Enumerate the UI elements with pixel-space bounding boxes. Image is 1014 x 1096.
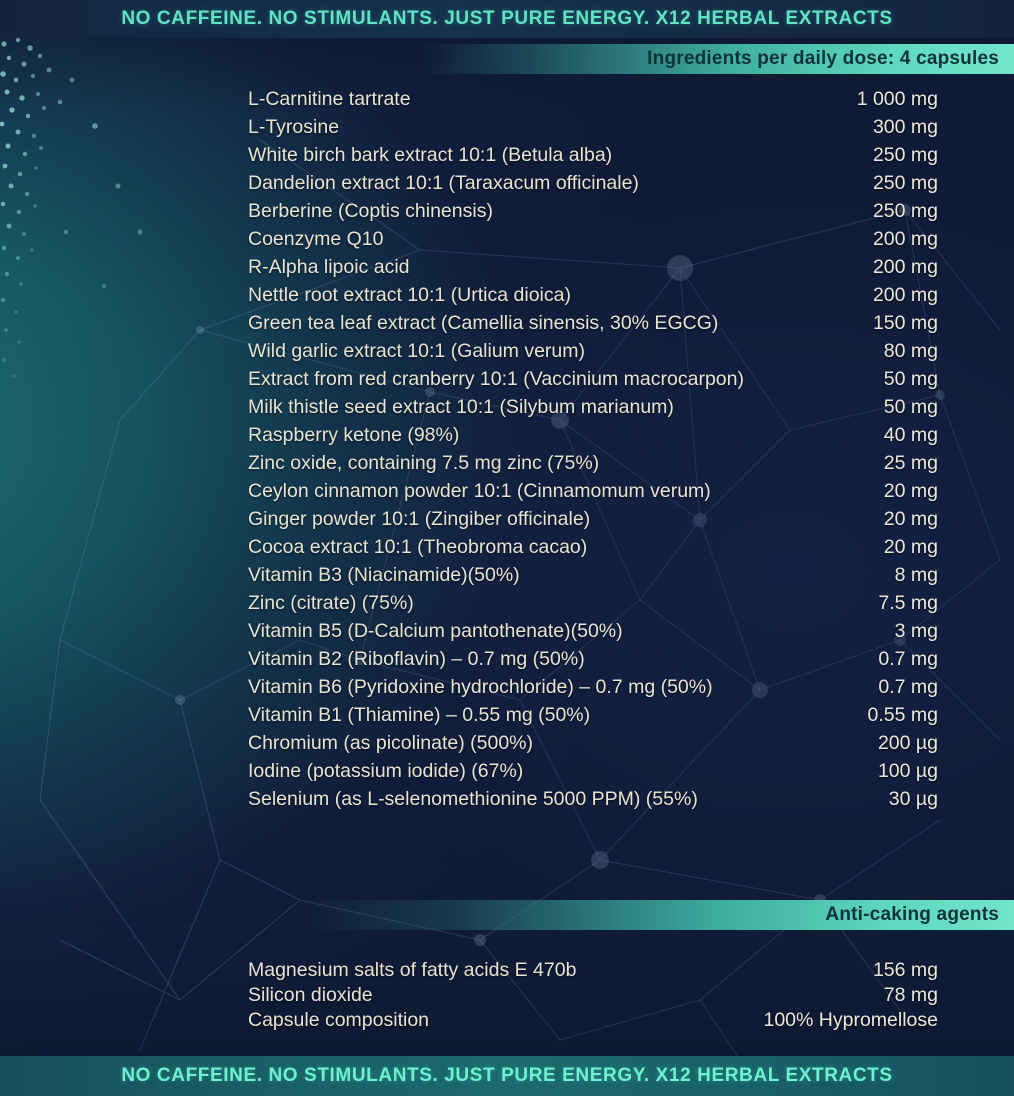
ingredient-amount: 300 mg [872,116,938,138]
ingredient-amount: 0.7 mg [878,648,938,670]
ingredient-row: Dandelion extract 10:1 (Taraxacum offici… [248,169,938,197]
ingredient-name: Capsule composition [248,1009,430,1031]
ingredient-amount: 20 mg [883,536,938,558]
ingredients-header-text: Ingredients per daily dose: 4 capsules [647,48,999,69]
ingredient-amount: 50 mg [883,396,938,418]
ingredient-name: Silicon dioxide [248,984,373,1006]
ingredient-name: L-Tyrosine [248,116,340,138]
ingredient-amount: 1 000 mg [856,88,938,110]
ingredients-header-bar: Ingredients per daily dose: 4 capsules [420,44,1014,74]
ingredient-amount: 80 mg [883,340,938,362]
top-claim-banner: NO CAFFEINE. NO STIMULANTS. JUST PURE EN… [0,0,1014,38]
ingredient-name: Ceylon cinnamon powder 10:1 (Cinnamomum … [248,480,711,502]
ingredient-row: Zinc (citrate) (75%) 7.5 mg [248,589,938,617]
ingredient-row: Iodine (potassium iodide) (67%) 100 µg [248,757,938,785]
ingredient-name: Selenium (as L-selenomethionine 5000 PPM… [248,788,698,810]
ingredient-name: Dandelion extract 10:1 (Taraxacum offici… [248,172,639,194]
bottom-claim-text: NO CAFFEINE. NO STIMULANTS. JUST PURE EN… [121,1065,893,1086]
ingredient-row: Ginger powder 10:1 (Zingiber officinale)… [248,505,938,533]
ingredient-row: Extract from red cranberry 10:1 (Vaccini… [248,365,938,393]
ingredient-row: Nettle root extract 10:1 (Urtica dioica)… [248,281,938,309]
bottom-claim-banner: NO CAFFEINE. NO STIMULANTS. JUST PURE EN… [0,1056,1014,1096]
ingredient-name: Cocoa extract 10:1 (Theobroma cacao) [248,536,588,558]
ingredient-amount: 250 mg [872,172,938,194]
ingredient-row: Capsule composition 100% Hypromellose [248,1008,938,1033]
anticaking-list: Magnesium salts of fatty acids E 470b 15… [248,958,938,1033]
ingredient-amount: 100 µg [877,760,938,782]
ingredient-name: Chromium (as picolinate) (500%) [248,732,534,754]
ingredient-amount: 25 mg [883,452,938,474]
ingredient-amount: 20 mg [883,480,938,502]
ingredient-name: Coenzyme Q10 [248,228,384,250]
ingredient-row: Milk thistle seed extract 10:1 (Silybum … [248,393,938,421]
ingredient-name: Berberine (Coptis chinensis) [248,200,493,222]
ingredient-name: R-Alpha lipoic acid [248,256,410,278]
anticaking-header-text: Anti-caking agents [825,904,999,925]
ingredient-amount: 156 mg [872,959,938,981]
ingredient-row: Selenium (as L-selenomethionine 5000 PPM… [248,785,938,813]
ingredient-name: Nettle root extract 10:1 (Urtica dioica) [248,284,571,306]
ingredient-row: Ceylon cinnamon powder 10:1 (Cinnamomum … [248,477,938,505]
ingredient-amount: 150 mg [872,312,938,334]
top-claim-text: NO CAFFEINE. NO STIMULANTS. JUST PURE EN… [121,8,893,29]
ingredient-name: Vitamin B2 (Riboflavin) – 0.7 mg (50%) [248,648,585,670]
ingredients-list: L-Carnitine tartrate 1 000 mg L-Tyrosine… [248,85,938,813]
ingredient-name: Zinc oxide, containing 7.5 mg zinc (75%) [248,452,600,474]
ingredient-amount: 78 mg [883,984,938,1006]
ingredient-amount: 50 mg [883,368,938,390]
ingredient-name: Extract from red cranberry 10:1 (Vaccini… [248,368,744,390]
ingredient-row: White birch bark extract 10:1 (Betula al… [248,141,938,169]
ingredient-amount: 200 µg [877,732,938,754]
ingredient-row: L-Tyrosine 300 mg [248,113,938,141]
ingredient-name: Wild garlic extract 10:1 (Galium verum) [248,340,586,362]
ingredient-row: Chromium (as picolinate) (500%) 200 µg [248,729,938,757]
ingredient-amount: 40 mg [883,424,938,446]
ingredient-row: Vitamin B6 (Pyridoxine hydrochloride) – … [248,673,938,701]
ingredient-row: Green tea leaf extract (Camellia sinensi… [248,309,938,337]
ingredient-name: Green tea leaf extract (Camellia sinensi… [248,312,719,334]
ingredient-name: Milk thistle seed extract 10:1 (Silybum … [248,396,674,418]
ingredient-name: Zinc (citrate) (75%) [248,592,414,614]
ingredient-name: White birch bark extract 10:1 (Betula al… [248,144,613,166]
ingredient-row: Berberine (Coptis chinensis) 250 mg [248,197,938,225]
ingredient-name: L-Carnitine tartrate [248,88,411,110]
ingredient-amount: 0.7 mg [878,676,938,698]
ingredient-row: Raspberry ketone (98%) 40 mg [248,421,938,449]
anticaking-header-bar: Anti-caking agents [300,900,1014,930]
ingredient-row: Vitamin B1 (Thiamine) – 0.55 mg (50%) 0.… [248,701,938,729]
ingredient-amount: 20 mg [883,508,938,530]
ingredient-row: Wild garlic extract 10:1 (Galium verum) … [248,337,938,365]
ingredient-amount: 250 mg [872,200,938,222]
ingredient-amount: 30 µg [888,788,938,810]
ingredient-name: Magnesium salts of fatty acids E 470b [248,959,577,981]
ingredient-row: Vitamin B3 (Niacinamide)(50%) 8 mg [248,561,938,589]
ingredient-row: Vitamin B5 (D-Calcium pantothenate)(50%)… [248,617,938,645]
ingredient-row: Zinc oxide, containing 7.5 mg zinc (75%)… [248,449,938,477]
ingredient-name: Iodine (potassium iodide) (67%) [248,760,524,782]
ingredient-row: Coenzyme Q10 200 mg [248,225,938,253]
ingredient-name: Raspberry ketone (98%) [248,424,460,446]
ingredient-row: Vitamin B2 (Riboflavin) – 0.7 mg (50%) 0… [248,645,938,673]
ingredient-row: Magnesium salts of fatty acids E 470b 15… [248,958,938,983]
ingredient-name: Vitamin B3 (Niacinamide)(50%) [248,564,520,586]
ingredient-row: Silicon dioxide 78 mg [248,983,938,1008]
ingredient-row: R-Alpha lipoic acid 200 mg [248,253,938,281]
ingredient-name: Vitamin B6 (Pyridoxine hydrochloride) – … [248,676,713,698]
ingredient-amount: 7.5 mg [878,592,938,614]
ingredient-row: L-Carnitine tartrate 1 000 mg [248,85,938,113]
ingredient-name: Vitamin B5 (D-Calcium pantothenate)(50%) [248,620,623,642]
ingredient-amount: 100% Hypromellose [763,1009,938,1031]
ingredient-amount: 0.55 mg [867,704,938,726]
ingredient-amount: 200 mg [872,228,938,250]
ingredient-amount: 3 mg [894,620,938,642]
ingredient-amount: 8 mg [894,564,938,586]
ingredient-amount: 200 mg [872,256,938,278]
ingredient-row: Cocoa extract 10:1 (Theobroma cacao) 20 … [248,533,938,561]
ingredient-name: Vitamin B1 (Thiamine) – 0.55 mg (50%) [248,704,591,726]
ingredient-name: Ginger powder 10:1 (Zingiber officinale) [248,508,591,530]
ingredient-amount: 250 mg [872,144,938,166]
ingredient-amount: 200 mg [872,284,938,306]
